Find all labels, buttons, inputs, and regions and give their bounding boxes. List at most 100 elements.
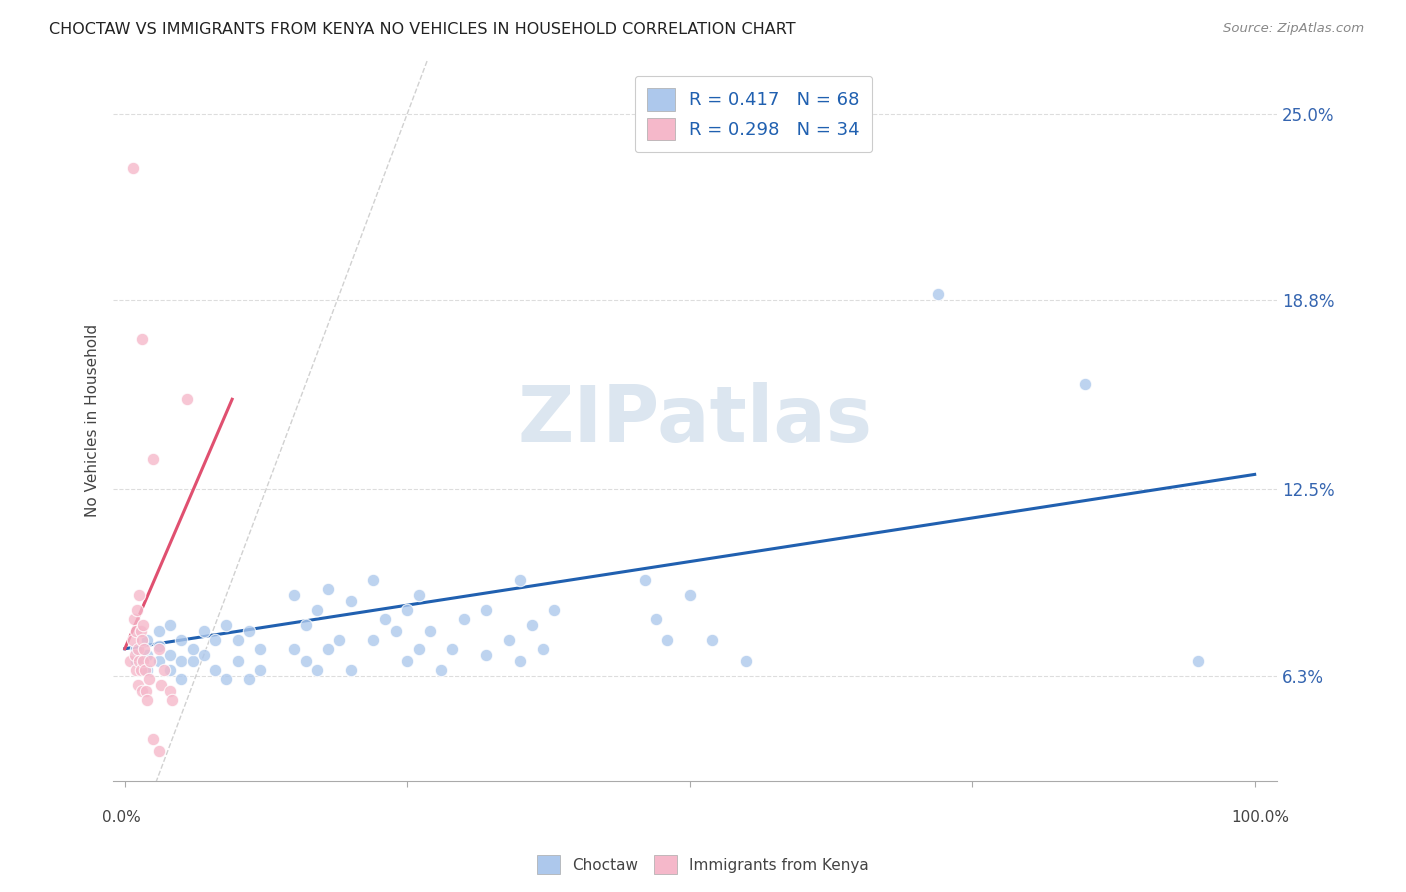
Text: CHOCTAW VS IMMIGRANTS FROM KENYA NO VEHICLES IN HOUSEHOLD CORRELATION CHART: CHOCTAW VS IMMIGRANTS FROM KENYA NO VEHI… (49, 22, 796, 37)
Point (396, 654, 419, 668)
Point (226, 654, 249, 668)
Point (441, 641, 464, 656)
Point (226, 632, 249, 647)
Point (520, 617, 543, 632)
Point (181, 654, 204, 668)
Point (132, 654, 155, 668)
Point (131, 332, 153, 346)
Point (162, 693, 184, 707)
Point (396, 602, 419, 616)
Point (283, 588, 305, 602)
Point (181, 641, 204, 656)
Point (238, 672, 260, 686)
Point (363, 573, 385, 587)
Point (142, 731, 165, 746)
Point (1074, 377, 1097, 392)
Point (138, 672, 160, 686)
Point (122, 612, 145, 626)
Point (204, 632, 226, 647)
Point (305, 663, 328, 677)
Point (215, 672, 238, 686)
Point (305, 602, 328, 616)
Point (127, 641, 149, 656)
Point (128, 588, 150, 602)
Point (129, 624, 152, 638)
Point (132, 617, 155, 632)
Point (136, 693, 159, 707)
Point (125, 624, 148, 638)
Point (125, 654, 148, 668)
Point (131, 632, 153, 647)
Point (475, 602, 498, 616)
Point (204, 663, 226, 677)
Text: ZIPatlas: ZIPatlas (517, 383, 873, 458)
Point (328, 632, 350, 647)
Point (148, 654, 170, 668)
Point (543, 602, 565, 616)
Point (131, 683, 153, 698)
Point (124, 648, 146, 662)
Point (170, 672, 193, 686)
Point (419, 624, 441, 638)
Point (655, 632, 678, 647)
Point (283, 641, 305, 656)
Point (159, 617, 181, 632)
Point (385, 624, 408, 638)
Point (176, 392, 198, 407)
Point (170, 654, 193, 668)
Point (148, 641, 170, 656)
Point (702, 632, 724, 647)
Point (136, 663, 159, 677)
Point (475, 648, 498, 662)
Point (132, 641, 155, 656)
Point (430, 663, 453, 677)
Point (735, 654, 758, 668)
Point (249, 641, 271, 656)
Legend: Choctaw, Immigrants from Kenya: Choctaw, Immigrants from Kenya (531, 849, 875, 880)
Point (159, 683, 181, 698)
Point (927, 287, 949, 301)
Text: 0.0%: 0.0% (101, 810, 141, 825)
Point (128, 654, 150, 668)
Point (339, 663, 361, 677)
Point (159, 663, 181, 677)
Point (127, 678, 149, 692)
Point (120, 654, 142, 668)
Point (215, 617, 238, 632)
Point (135, 683, 157, 698)
Point (249, 663, 271, 677)
Point (408, 641, 430, 656)
Point (134, 663, 156, 677)
Y-axis label: No Vehicles in Household: No Vehicles in Household (86, 324, 100, 516)
Point (159, 648, 181, 662)
Point (339, 593, 361, 607)
Point (374, 612, 396, 626)
Point (408, 588, 430, 602)
Point (148, 624, 170, 638)
Point (193, 648, 215, 662)
Point (453, 612, 475, 626)
Point (316, 641, 339, 656)
Point (679, 588, 702, 602)
Point (138, 654, 160, 668)
Text: Source: ZipAtlas.com: Source: ZipAtlas.com (1223, 22, 1364, 36)
Point (153, 663, 176, 677)
Point (148, 744, 170, 758)
Point (170, 632, 193, 647)
Point (121, 161, 143, 175)
Point (129, 663, 152, 677)
Point (316, 582, 339, 596)
Point (633, 573, 655, 587)
Point (1187, 654, 1209, 668)
Point (363, 632, 385, 647)
Point (142, 452, 165, 467)
Point (509, 573, 531, 587)
Point (136, 648, 159, 662)
Point (149, 678, 172, 692)
Point (125, 641, 148, 656)
Point (644, 612, 666, 626)
Point (125, 663, 148, 677)
Point (238, 624, 260, 638)
Point (136, 632, 159, 647)
Point (127, 602, 149, 616)
